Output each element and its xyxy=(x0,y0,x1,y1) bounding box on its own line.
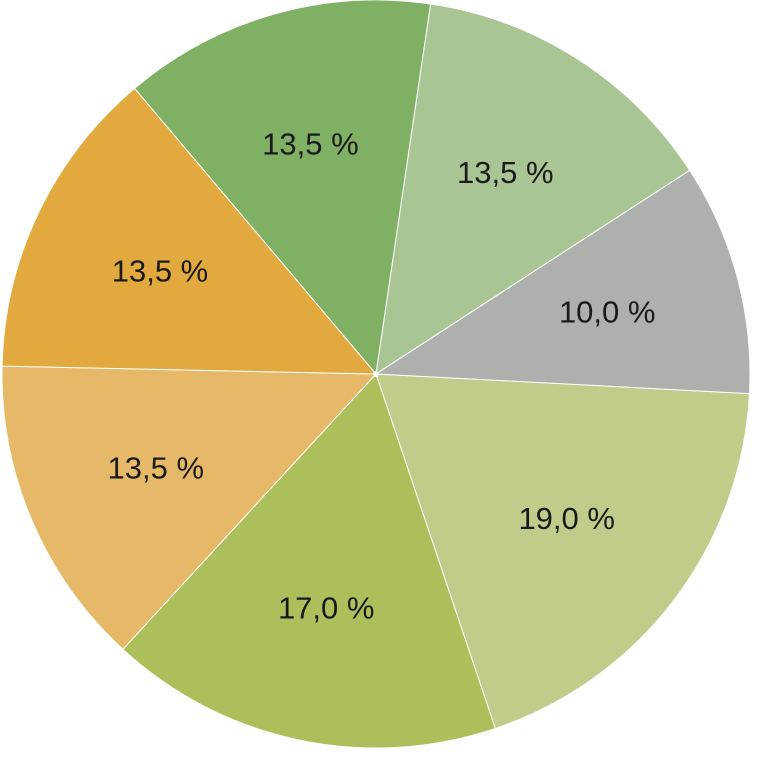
pie-slice xyxy=(1,87,378,375)
pie-slice-label: 13,5 % xyxy=(108,450,205,485)
pie-slice xyxy=(133,0,432,376)
pie-slice-label: 13,5 % xyxy=(262,126,359,161)
pie-center-dot xyxy=(373,371,379,377)
pie-slice xyxy=(1,365,378,651)
pie-slice-label: 13,5 % xyxy=(112,254,209,289)
pie-slice-label: 10,0 % xyxy=(559,295,656,330)
pie-labels: 19,0 % 17,0 % 13,5 % 13,5 % 13,5 % 13,5 % 10,0… xyxy=(108,126,656,625)
pie-slices xyxy=(1,0,751,749)
pie-slice xyxy=(375,3,691,376)
pie-slice-label: 19,0 % xyxy=(518,501,615,536)
pie-slice-label: 13,5 % xyxy=(457,155,554,190)
pie-slice xyxy=(374,169,751,395)
pie-slice xyxy=(122,373,496,749)
pie-slice-label: 17,0 % xyxy=(278,591,375,626)
pie-slice xyxy=(375,373,751,730)
